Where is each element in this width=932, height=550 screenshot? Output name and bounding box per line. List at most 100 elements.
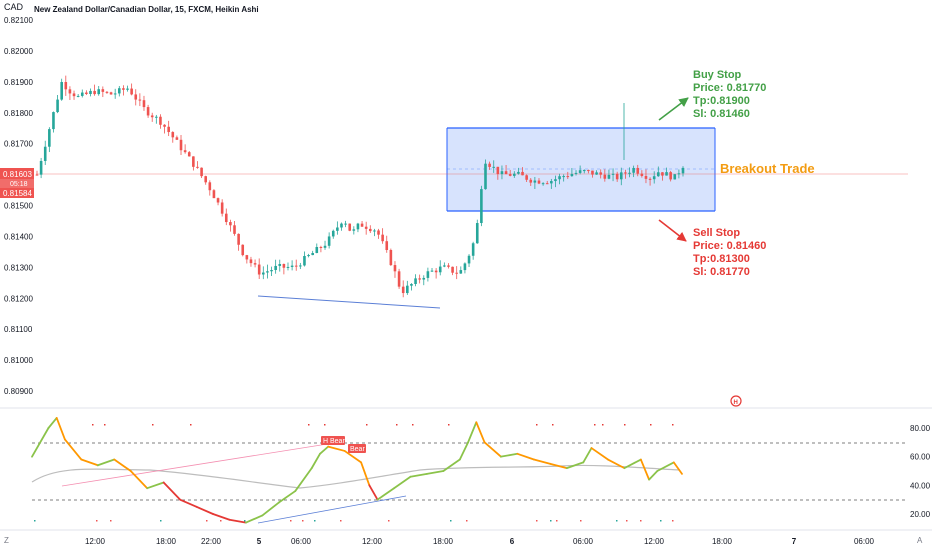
oscillator-segment xyxy=(179,498,198,508)
candle-body xyxy=(60,82,63,100)
time-tick-label: 06:00 xyxy=(854,537,875,546)
signal-dot xyxy=(552,424,554,426)
candle-body xyxy=(109,92,113,95)
oscillator-axis[interactable]: 80.00 60.00 40.00 20.00 xyxy=(910,424,931,519)
candle-body xyxy=(134,94,138,100)
candle-body xyxy=(599,172,603,175)
time-tick-label: 22:00 xyxy=(201,537,222,546)
signal-dot xyxy=(450,520,452,522)
candle-body xyxy=(299,265,302,267)
candle-body xyxy=(43,146,47,161)
candle-body xyxy=(471,243,475,256)
oscillator-segment xyxy=(409,472,428,478)
oscillator-segment xyxy=(549,462,568,470)
candle-body xyxy=(183,150,187,153)
candle-body xyxy=(570,173,574,177)
osc-tick-label: 60.00 xyxy=(910,453,931,462)
candle-body xyxy=(607,174,611,179)
price-tick-label: 0.81100 xyxy=(4,325,33,334)
candle-body xyxy=(385,241,389,251)
oscillator-segment xyxy=(582,447,593,464)
candle-body xyxy=(632,167,635,173)
timezone-marker[interactable]: Z xyxy=(4,536,9,545)
oscillator-segment xyxy=(458,441,469,461)
candle-body xyxy=(430,270,434,272)
candle-body xyxy=(512,173,516,176)
chart-title: New Zealand Dollar/Canadian Dollar, 15, … xyxy=(34,5,259,14)
candle-body xyxy=(331,230,335,237)
breakout-box[interactable] xyxy=(447,128,715,211)
candle-body xyxy=(484,163,487,190)
signal-dot xyxy=(412,424,414,426)
candle-body xyxy=(554,179,557,182)
time-tick-label: 12:00 xyxy=(644,537,665,546)
candle-body xyxy=(253,263,257,265)
oscillator-segment xyxy=(327,445,346,452)
candle-body xyxy=(294,265,298,267)
candle-body xyxy=(187,152,191,157)
oscillator-segment xyxy=(360,461,371,487)
signal-dot xyxy=(302,520,304,522)
candle-body xyxy=(35,174,39,176)
oscillator-segment xyxy=(607,458,626,470)
current-price-value: 0.81603 xyxy=(3,170,32,179)
candle-body xyxy=(117,88,121,94)
signal-dot xyxy=(152,424,154,426)
time-axis[interactable]: 12:00 18:00 22:00 5 06:00 12:00 18:00 6 06:00 12:… xyxy=(85,537,875,546)
divergence-line-upper xyxy=(61,441,341,487)
candlestick-series[interactable] xyxy=(35,75,685,298)
candle-body xyxy=(459,270,463,274)
oscillator-pane[interactable]: H Bear Bear xyxy=(31,417,908,524)
signal-dot xyxy=(640,520,642,522)
support-trendline[interactable] xyxy=(257,295,441,309)
oscillator-segment xyxy=(195,505,214,515)
candle-body xyxy=(681,167,685,174)
signal-dot xyxy=(92,424,94,426)
price-axis[interactable]: 0.82100 0.82000 0.81900 0.81800 0.81700 0.815… xyxy=(4,16,33,396)
price-tick-label: 0.81400 xyxy=(4,232,33,241)
auto-scale-marker[interactable]: A xyxy=(917,536,923,545)
candle-body xyxy=(508,174,512,176)
candle-body xyxy=(356,223,360,230)
candle-body xyxy=(126,88,129,90)
candle-body xyxy=(68,89,72,94)
signal-dot xyxy=(244,520,246,522)
price-tick-label: 0.82100 xyxy=(4,16,33,25)
signal-dot xyxy=(308,424,310,426)
candle-body xyxy=(64,82,68,90)
candle-body xyxy=(233,225,236,234)
signal-dot xyxy=(340,520,342,522)
oscillator-segment xyxy=(129,470,149,490)
oscillator-segment xyxy=(393,475,412,490)
candle-body xyxy=(167,126,170,133)
time-tick-label: 12:00 xyxy=(85,537,106,546)
price-tick-label: 0.81000 xyxy=(4,356,33,365)
oscillator-segment xyxy=(532,458,552,465)
price-tick-label: 0.81700 xyxy=(4,140,33,149)
candle-body xyxy=(426,271,430,278)
candle-body xyxy=(541,183,545,185)
buy-stop-tp: Tp:0.81900 xyxy=(693,95,750,107)
hi-bear-badge xyxy=(321,436,345,445)
candle-body xyxy=(443,265,446,267)
candle-body xyxy=(657,172,660,177)
candle-body xyxy=(146,107,150,116)
event-marker-icon[interactable] xyxy=(730,395,742,407)
candle-body xyxy=(545,183,549,185)
time-tick-label: 12:00 xyxy=(362,537,383,546)
sell-arrow xyxy=(658,219,687,242)
candle-body xyxy=(237,233,240,245)
oscillator-segment xyxy=(590,447,609,461)
oscillator-segment xyxy=(475,421,486,444)
signal-dot xyxy=(324,424,326,426)
candle-body xyxy=(80,92,84,96)
candle-body xyxy=(323,245,327,248)
sell-stop-tp: Tp:0.81300 xyxy=(693,253,750,265)
candle-body xyxy=(615,173,619,180)
time-tick-label: 06:00 xyxy=(291,537,312,546)
buy-stop-title: Buy Stop xyxy=(693,69,742,81)
candle-body xyxy=(373,230,376,232)
candle-body xyxy=(48,129,51,147)
oscillator-segment xyxy=(483,441,502,458)
